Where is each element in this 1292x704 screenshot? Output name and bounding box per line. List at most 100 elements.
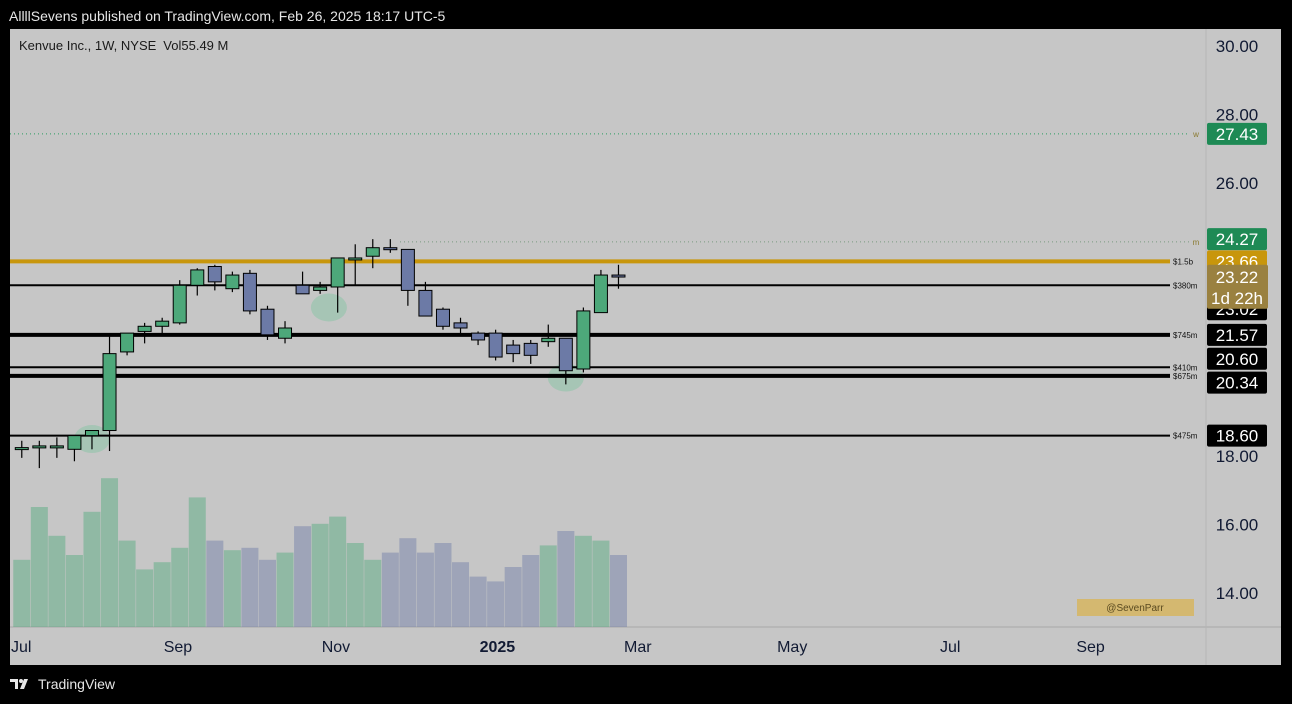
candle-body [400,248,415,291]
volume-bar [381,552,399,627]
watermark-box [1077,599,1194,616]
volume-bar [294,526,312,627]
candle-body [330,257,345,288]
volume-bar [48,535,66,627]
candle-body [155,320,170,327]
candle-body [190,269,205,286]
price-tick-label: 16.00 [1216,515,1259,534]
volume-bar [399,538,417,627]
candle-body [418,289,433,317]
candle-body [102,353,117,432]
volume-bar [539,545,557,627]
volume-bar [30,507,48,627]
support-resistance-levels: $1.5b $380m $745m $410m$675m $475m [10,257,1198,441]
volume-bar [329,516,347,627]
time-tick-label: Jul [940,639,960,656]
candle-body [453,322,468,329]
candle-body [488,332,503,358]
current-price-text: 23.22 [1216,268,1259,287]
highlight-circle [310,293,347,322]
price-tick-label: 28.00 [1216,105,1259,124]
candle-body [67,435,82,450]
volume-bar [118,540,136,627]
footer-brand[interactable]: TradingView [10,676,115,692]
candle-body [14,447,29,451]
price-label-text: 20.60 [1216,350,1259,369]
price-tick-label: 30.00 [1216,37,1259,56]
candle-body [137,325,152,332]
candle-body [593,274,608,314]
volume-bar [522,555,540,627]
volume-bar [487,581,505,627]
price-label-text: 27.43 [1216,125,1259,144]
publish-header: AllllSevens published on TradingView.com… [9,8,446,24]
candle-body [172,284,187,324]
volume-bar [434,543,452,627]
volume-bar [223,550,241,627]
candle-body [295,284,310,295]
price-label-text: 21.57 [1216,326,1259,345]
candles [14,239,626,469]
candle-body [207,265,222,283]
volume-bar [83,511,101,627]
time-tick-label: May [777,639,807,656]
price-label-box [1207,323,1267,346]
price-labels: 27.4324.2723.6623.0221.5720.6020.3418.60… [1207,122,1268,447]
watermark-text: @SevenParr [1106,603,1164,614]
volume-bar [574,535,592,627]
candle-body [260,308,275,336]
price-label-box [1207,371,1267,394]
volume-bar [136,569,154,627]
dotted-levels: wm [10,130,1200,247]
time-tick-label: Sep [1076,639,1105,656]
volume-bar [206,540,224,627]
candle-body [506,344,521,355]
dotted-level-marker: w [1192,130,1199,139]
volume-bars [13,478,627,627]
volume-bar [346,543,364,627]
price-label-text: 18.60 [1216,427,1259,446]
time-tick-label: 2025 [480,639,516,656]
tradingview-logo-icon [10,679,28,689]
candle-body [365,247,380,257]
price-axis-ticks: 30.00 28.00 26.00 18.00 16.00 14.00 [1216,37,1259,603]
candle-body [84,430,99,437]
candle-body [611,274,626,278]
time-axis-area [10,627,1281,665]
footer-brand-label: TradingView [38,676,116,692]
volume-bar [258,559,276,627]
time-axis-ticks: Jul Sep Nov 2025 Mar May Jul Sep [11,639,1105,656]
volume-bar [65,555,83,627]
volume-bar [364,559,382,627]
volume-bar [101,478,119,627]
volume-bar [171,547,189,627]
level-label: $475m [1173,432,1198,441]
current-price-box [1207,264,1268,309]
price-label-text: 24.27 [1216,230,1259,249]
volume-bar [276,552,294,627]
level-label: $675m [1173,372,1198,381]
candle-body [278,327,293,339]
level-label: $410m [1173,363,1198,372]
price-label-text: 20.34 [1216,374,1259,393]
dotted-level-marker: m [1193,238,1200,247]
volume-bar [504,567,522,627]
time-tick-label: Nov [322,639,350,656]
level-label: $1.5b [1173,257,1194,266]
plot-area [10,29,1206,627]
price-label-box [1207,228,1267,251]
candle-body [558,337,573,372]
price-label-box [1207,122,1267,145]
level-label: $745m [1173,331,1198,340]
candle-body [471,332,486,341]
time-tick-label: Jul [11,639,31,656]
volume-bar [592,540,610,627]
symbol-legend: Kenvue Inc., 1W, NYSE Vol55.49 M [19,38,228,53]
volume-bar [311,523,329,627]
candle-body [225,274,240,290]
candle-body [348,257,363,261]
price-tick-label: 18.00 [1216,447,1259,466]
level-label: $380m [1173,281,1198,290]
volume-bar [452,562,470,627]
